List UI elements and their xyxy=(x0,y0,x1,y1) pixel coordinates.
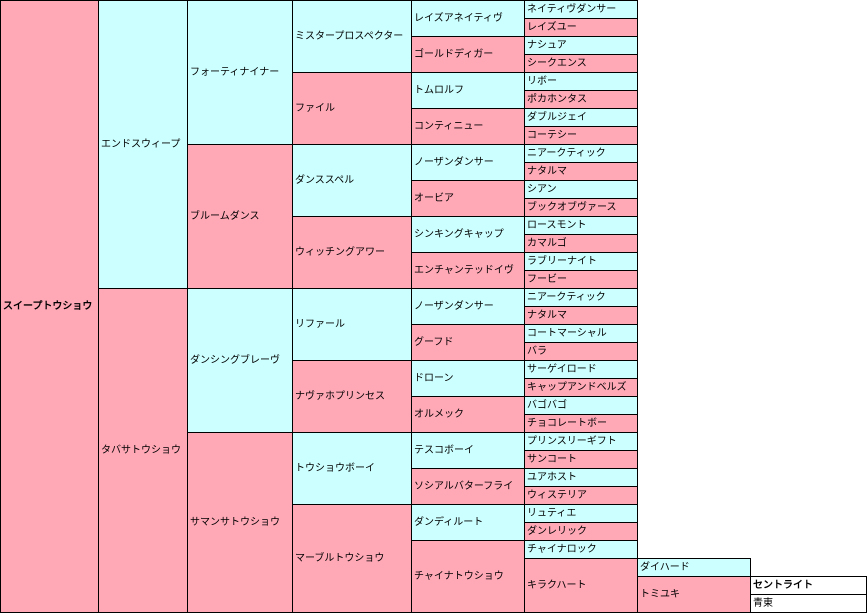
ancestor-cell-g6: バゴバゴ xyxy=(524,396,638,415)
ancestor-cell-g6: ウィステリア xyxy=(524,486,638,505)
ancestor-cell-g3: ブルームダンス xyxy=(187,144,293,289)
ancestor-cell-g7: トミユキ xyxy=(637,576,751,613)
ancestor-cell-g4: トウショウボーイ xyxy=(292,432,412,505)
ancestor-cell-g6: ラブリーナイト xyxy=(524,252,638,271)
ancestor-cell-g5: ノーザンダンサー xyxy=(411,144,525,181)
ancestor-cell-g5: レイズアネイティヴ xyxy=(411,0,525,37)
ancestor-cell-g5: オルメック xyxy=(411,396,525,433)
ancestor-cell-g5: オービア xyxy=(411,180,525,217)
ancestor-cell-g6: フービー xyxy=(524,270,638,289)
ancestor-cell-g5: テスコボーイ xyxy=(411,432,525,469)
ancestor-cell-g6: コーテシー xyxy=(524,126,638,145)
ancestor-cell-g6: リュティエ xyxy=(524,504,638,523)
ancestor-cell-g6: ポカホンタス xyxy=(524,90,638,109)
ancestor-cell-g6: ニアークティック xyxy=(524,144,638,163)
ancestor-cell-g6: キャップアンドベルズ xyxy=(524,378,638,397)
ancestor-cell-g4: マーブルトウショウ xyxy=(292,504,412,613)
ancestor-cell-g5: ドローン xyxy=(411,360,525,397)
ancestor-cell-g4: ミスタープロスペクター xyxy=(292,0,412,73)
ancestor-cell-g6: プリンスリーギフト xyxy=(524,432,638,451)
ancestor-cell-g4: ナヴァホプリンセス xyxy=(292,360,412,433)
ancestor-cell-g6: ダンレリック xyxy=(524,522,638,541)
ancestor-cell-g5: ソシアルバターフライ xyxy=(411,468,525,505)
ancestor-cell-g5: トムロルフ xyxy=(411,72,525,109)
ancestor-cell-g6: ユアホスト xyxy=(524,468,638,487)
ancestor-cell-g7: ダイハード xyxy=(637,558,751,577)
sire-cell: エンドスウィープ xyxy=(98,0,188,289)
ancestor-cell-g8: セントライト xyxy=(750,576,867,595)
dam-cell: タバサトウショウ xyxy=(98,288,188,613)
ancestor-cell-g5: ダンディルート xyxy=(411,504,525,541)
ancestor-cell-g3: フォーティナイナー xyxy=(187,0,293,145)
ancestor-cell-g6: サンコート xyxy=(524,450,638,469)
ancestor-cell-g6: カマルゴ xyxy=(524,234,638,253)
ancestor-cell-g3: サマンサトウショウ xyxy=(187,432,293,613)
ancestor-cell-g5: ノーザンダンサー xyxy=(411,288,525,325)
ancestor-cell-g4: ファイル xyxy=(292,72,412,145)
ancestor-cell-g6: シアン xyxy=(524,180,638,199)
ancestor-cell-g6: ナタルマ xyxy=(524,306,638,325)
ancestor-cell-g8: 青東 xyxy=(750,594,867,613)
ancestor-cell-g6: チョコレートボー xyxy=(524,414,638,433)
ancestor-cell-g3: ダンシングブレーヴ xyxy=(187,288,293,433)
ancestor-cell-g4: ダンススペル xyxy=(292,144,412,217)
ancestor-cell-g6: ブックオブヴァース xyxy=(524,198,638,217)
ancestor-cell-g6: コートマーシャル xyxy=(524,324,638,343)
ancestor-cell-g5: チャイナトウショウ xyxy=(411,540,525,613)
ancestor-cell-g6: バラ xyxy=(524,342,638,361)
ancestor-cell-g6: ロースモント xyxy=(524,216,638,235)
horse-name: スイープトウショウ xyxy=(0,0,99,613)
ancestor-cell-g6: サーゲイロード xyxy=(524,360,638,379)
ancestor-cell-g6: チャイナロック xyxy=(524,540,638,559)
ancestor-cell-g5: グーフド xyxy=(411,324,525,361)
ancestor-cell-g4: リファール xyxy=(292,288,412,361)
ancestor-cell-g6: レイズユー xyxy=(524,18,638,37)
ancestor-cell-g6: シークエンス xyxy=(524,54,638,73)
ancestor-cell-g6: ナタルマ xyxy=(524,162,638,181)
ancestor-cell-g5: コンティニュー xyxy=(411,108,525,145)
ancestor-cell-g6: キラクハート xyxy=(524,558,638,613)
ancestor-cell-g5: エンチャンテッドイヴ xyxy=(411,252,525,289)
ancestor-cell-g6: ナシュア xyxy=(524,36,638,55)
ancestor-cell-g6: ネイティヴダンサー xyxy=(524,0,638,19)
ancestor-cell-g6: ダブルジェイ xyxy=(524,108,638,127)
ancestor-cell-g5: シンキングキャップ xyxy=(411,216,525,253)
ancestor-cell-g5: ゴールドディガー xyxy=(411,36,525,73)
ancestor-cell-g6: リボー xyxy=(524,72,638,91)
ancestor-cell-g6: ニアークティック xyxy=(524,288,638,307)
ancestor-cell-g4: ウィッチングアワー xyxy=(292,216,412,289)
